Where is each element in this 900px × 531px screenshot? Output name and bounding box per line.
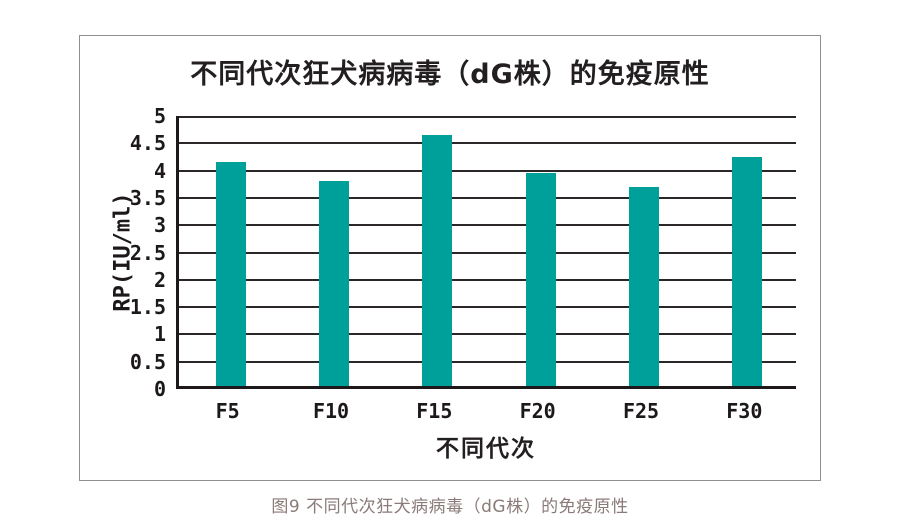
y-tick-label: 4.5: [129, 131, 166, 156]
x-axis-title: 不同代次: [436, 436, 536, 462]
gridline: [179, 116, 796, 118]
y-tick-labels: 0 0.5 1 1.5 2 2.5 3 3.5 4 4.5 5: [80, 106, 166, 399]
plot-area: [176, 116, 796, 389]
bar-F15: [422, 134, 453, 386]
bar-F10: [319, 181, 349, 386]
figure-caption: 图9 不同代次狂犬病病毒（dG株）的免疫原性: [271, 497, 629, 517]
chart-title: 不同代次狂犬病病毒（dG株）的免疫原性: [190, 59, 710, 90]
y-tick-label: 3.5: [129, 185, 166, 210]
x-tick-label: F15: [416, 399, 453, 423]
gridline: [179, 360, 796, 363]
y-tick-label: 0: [153, 377, 166, 401]
y-tick-label: 2.5: [129, 240, 166, 265]
y-tick-label: 1.5: [129, 295, 166, 320]
gridline: [179, 278, 796, 281]
x-tick-label: F30: [726, 399, 763, 423]
x-tick-label: F10: [312, 399, 350, 423]
bar-F30: [732, 156, 763, 386]
gridline: [179, 224, 796, 227]
gridline: [179, 169, 796, 172]
y-tick-label: 5: [153, 104, 166, 128]
x-tick-label: F20: [519, 399, 556, 423]
y-tick-label: 4: [153, 158, 166, 183]
y-tick-label: 1: [153, 322, 166, 347]
gridline: [179, 196, 796, 199]
bar-F20: [525, 173, 556, 386]
chart-frame: 不同代次狂犬病病毒（dG株）的免疫原性 RP(IU/ml) 0 0.5 1 1.5 2 2…: [79, 35, 821, 481]
y-tick-label: 3: [153, 213, 166, 238]
gridline: [179, 333, 796, 336]
x-tick-labels: F5 F10 F15 F20 F25 F30: [176, 399, 796, 425]
x-tick-label: F25: [622, 399, 660, 423]
gridline: [179, 142, 796, 145]
gridline: [179, 251, 796, 254]
gridline: [179, 306, 796, 309]
x-tick-label: F5: [215, 399, 240, 423]
y-tick-label: 2: [153, 267, 166, 292]
bar-F25: [629, 186, 659, 386]
bar-F5: [215, 162, 246, 386]
y-tick-label: 0.5: [129, 349, 166, 374]
